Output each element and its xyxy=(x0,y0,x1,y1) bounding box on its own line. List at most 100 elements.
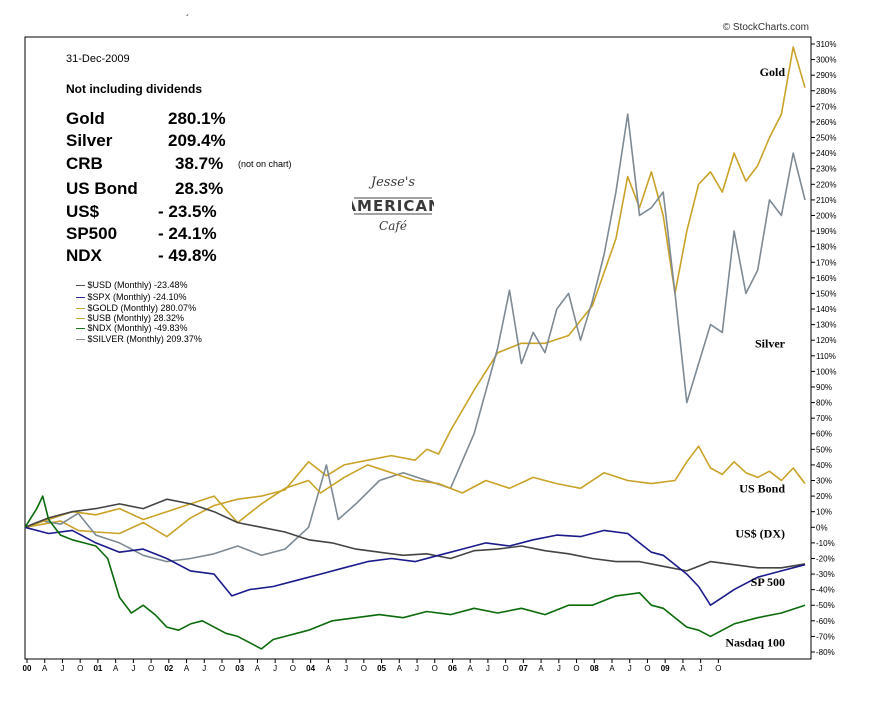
x-tick-label: O xyxy=(77,664,83,673)
y-tick-label: -30% xyxy=(816,570,835,579)
logo-text: Jesse's xyxy=(368,175,416,190)
y-tick-label: 110% xyxy=(816,352,836,361)
legend-swatch-1: — xyxy=(76,292,85,302)
x-tick-label: A xyxy=(326,664,332,673)
x-tick-label: O xyxy=(290,664,296,673)
x-tick-label: O xyxy=(219,664,225,673)
y-tick-label: 0% xyxy=(816,523,828,532)
x-tick-label: A xyxy=(468,664,474,673)
signature-mark: ´ xyxy=(186,14,190,25)
perf-name: SP500 xyxy=(66,224,118,243)
y-tick-label: 290% xyxy=(816,71,836,80)
dividends-note: Not including dividends xyxy=(66,82,202,96)
x-tick-label: 08 xyxy=(590,664,599,673)
legend-entry: — $GOLD (Monthly) 280.07% xyxy=(76,303,196,313)
y-tick-label: 200% xyxy=(816,211,836,220)
x-tick-label: J xyxy=(131,664,135,673)
series-line xyxy=(24,46,806,538)
series-label: Gold xyxy=(760,65,786,79)
x-tick-label: 06 xyxy=(448,664,457,673)
legend-label: $USB (Monthly) 28.32% xyxy=(87,313,185,323)
x-tick-label: O xyxy=(573,664,579,673)
x-tick-label: A xyxy=(538,664,544,673)
x-tick-label: J xyxy=(699,664,703,673)
x-tick-label: 03 xyxy=(235,664,244,673)
series-line xyxy=(24,495,806,650)
y-tick-label: 20% xyxy=(816,492,832,501)
perf-value: 280.1% xyxy=(168,109,226,128)
legend-label: $GOLD (Monthly) 280.07% xyxy=(87,303,197,313)
x-axis: 00 A J O 01 A J O 02 A J O 03 A J O 04 A J O 05 A J O 06 A J O 07 A J O… xyxy=(23,659,721,673)
y-tick-label: 90% xyxy=(816,383,832,392)
series-label: Silver xyxy=(755,336,786,350)
logo-text: AMERICAN xyxy=(352,197,434,215)
legend-swatch-3: — xyxy=(76,313,85,323)
y-tick-label: 260% xyxy=(816,118,836,127)
perf-name: US$ xyxy=(66,202,100,221)
perf-value: - 49.8% xyxy=(158,246,217,265)
x-tick-label: J xyxy=(60,664,64,673)
x-tick-label: 07 xyxy=(519,664,528,673)
x-tick-label: 09 xyxy=(661,664,670,673)
y-tick-label: 310% xyxy=(816,40,836,49)
y-tick-label: 190% xyxy=(816,227,836,236)
y-tick-label: 60% xyxy=(816,430,832,439)
y-tick-label: 40% xyxy=(816,461,832,470)
series-line xyxy=(24,113,806,563)
legend-entry: — $USB (Monthly) 28.32% xyxy=(76,313,184,323)
y-tick-label: -60% xyxy=(816,617,835,626)
y-tick-label: 170% xyxy=(816,258,836,267)
x-tick-label: O xyxy=(148,664,154,673)
x-tick-label: O xyxy=(715,664,721,673)
y-tick-label: 120% xyxy=(816,336,836,345)
y-tick-label: -80% xyxy=(816,648,835,657)
y-tick-label: 240% xyxy=(816,149,836,158)
y-axis: -80% -70% -60% -50% -40% -30% -20% -10% 0% 10% 20%… xyxy=(811,40,836,657)
x-tick-label: A xyxy=(42,664,48,673)
y-tick-label: 300% xyxy=(816,56,836,65)
x-tick-label: A xyxy=(397,664,403,673)
y-tick-label: 50% xyxy=(816,445,832,454)
perf-note: (not on chart) xyxy=(238,159,292,169)
y-tick-label: 70% xyxy=(816,414,832,423)
y-tick-label: 210% xyxy=(816,196,836,205)
legend-label: $USD (Monthly) -23.48% xyxy=(87,280,188,290)
perf-value: - 24.1% xyxy=(158,224,217,243)
y-tick-label: 220% xyxy=(816,180,836,189)
legend-entry: — $NDX (Monthly) -49.83% xyxy=(76,323,188,333)
x-tick-label: A xyxy=(680,664,686,673)
series-label: US Bond xyxy=(739,481,785,495)
y-tick-label: 130% xyxy=(816,321,836,330)
series-line xyxy=(24,445,806,529)
perf-name: US Bond xyxy=(66,179,138,198)
x-tick-label: O xyxy=(361,664,367,673)
x-tick-label: O xyxy=(644,664,650,673)
y-tick-label: 80% xyxy=(816,399,832,408)
legend-label: $SPX (Monthly) -24.10% xyxy=(87,292,187,302)
plot-frame xyxy=(24,36,812,660)
x-tick-label: 02 xyxy=(164,664,173,673)
legend-swatch-5: — xyxy=(76,334,85,344)
y-tick-label: 230% xyxy=(816,165,836,174)
y-tick-label: 270% xyxy=(816,102,836,111)
x-tick-label: O xyxy=(503,664,509,673)
y-tick-label: 10% xyxy=(816,508,832,517)
credit-label[interactable]: © StockCharts.com xyxy=(722,22,809,33)
perf-name: Silver xyxy=(66,131,113,150)
x-tick-label: J xyxy=(202,664,206,673)
x-tick-label: A xyxy=(184,664,190,673)
series-label: US$ (DX) xyxy=(735,527,785,541)
y-tick-label: 250% xyxy=(816,134,836,143)
y-tick-label: -70% xyxy=(816,632,835,641)
x-tick-label: O xyxy=(432,664,438,673)
series-lines xyxy=(24,46,806,650)
perf-value: 28.3% xyxy=(175,179,224,198)
legend-swatch-4: — xyxy=(76,323,85,333)
legend-label: $SILVER (Monthly) 209.37% xyxy=(87,334,202,344)
legend-swatch-0: — xyxy=(76,280,85,290)
x-tick-label: 04 xyxy=(306,664,315,673)
y-tick-label: 280% xyxy=(816,87,836,96)
x-tick-label: 05 xyxy=(377,664,386,673)
x-tick-label: J xyxy=(628,664,632,673)
